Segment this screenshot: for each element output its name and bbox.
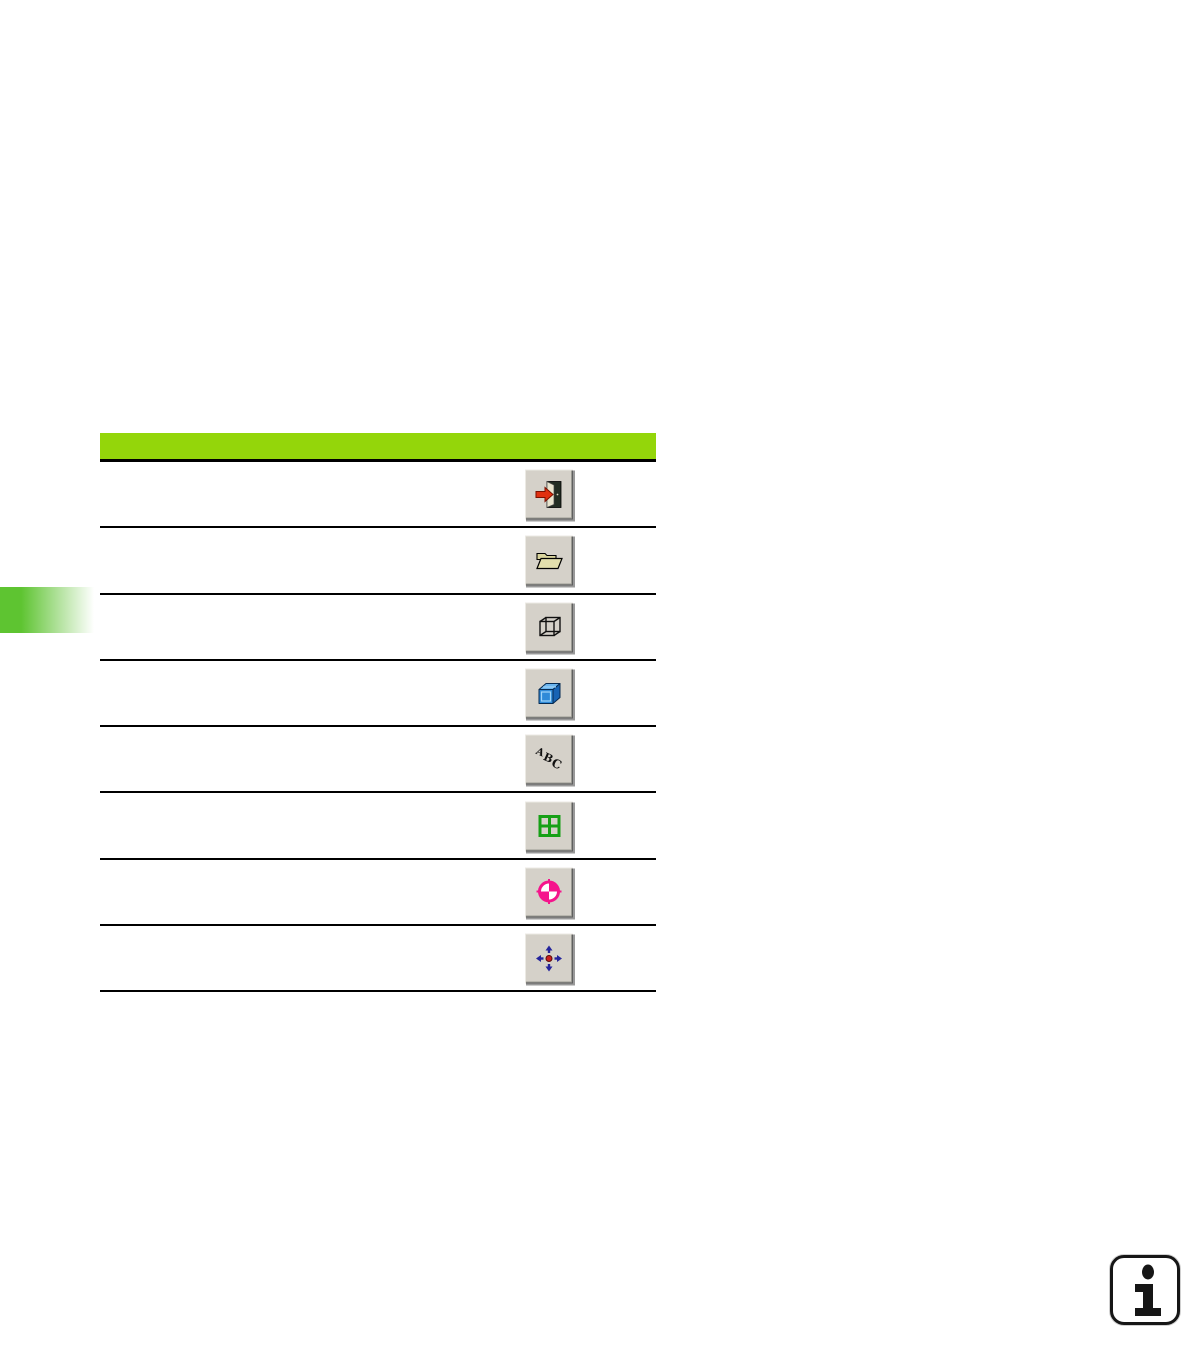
table-row: [100, 462, 656, 529]
table-header-bar: [100, 433, 656, 462]
datum-button[interactable]: [524, 866, 573, 918]
abc-text-icon: A B C: [533, 746, 564, 773]
table-row: [100, 595, 656, 661]
info-symbol: [1110, 1255, 1180, 1325]
open-file-button[interactable]: [524, 534, 573, 586]
center-view-button[interactable]: [524, 932, 573, 984]
chapter-tab: [0, 587, 96, 633]
table-row: [100, 793, 656, 860]
wireframe-view-button[interactable]: [524, 601, 573, 653]
exit-button[interactable]: [524, 468, 573, 520]
table-row: [100, 528, 656, 595]
show-names-button[interactable]: A B C: [524, 733, 573, 785]
wireframe-cube-icon: [538, 617, 561, 637]
table-row: [100, 860, 656, 927]
table-row: [100, 926, 656, 993]
info-i-icon: [1135, 1264, 1161, 1316]
solid-cube-icon: [538, 682, 560, 704]
exit-door-icon: [535, 480, 561, 508]
move-crosshair-icon: [535, 945, 562, 972]
open-folder-icon: [535, 552, 563, 570]
solid-view-button[interactable]: [524, 667, 573, 719]
table-row: [100, 661, 656, 728]
grid-icon: [538, 815, 560, 838]
datum-circle-icon: [536, 879, 561, 905]
table-row: A B C: [100, 727, 656, 794]
grid-button[interactable]: [524, 800, 573, 852]
icon-table: A B C: [100, 433, 656, 993]
